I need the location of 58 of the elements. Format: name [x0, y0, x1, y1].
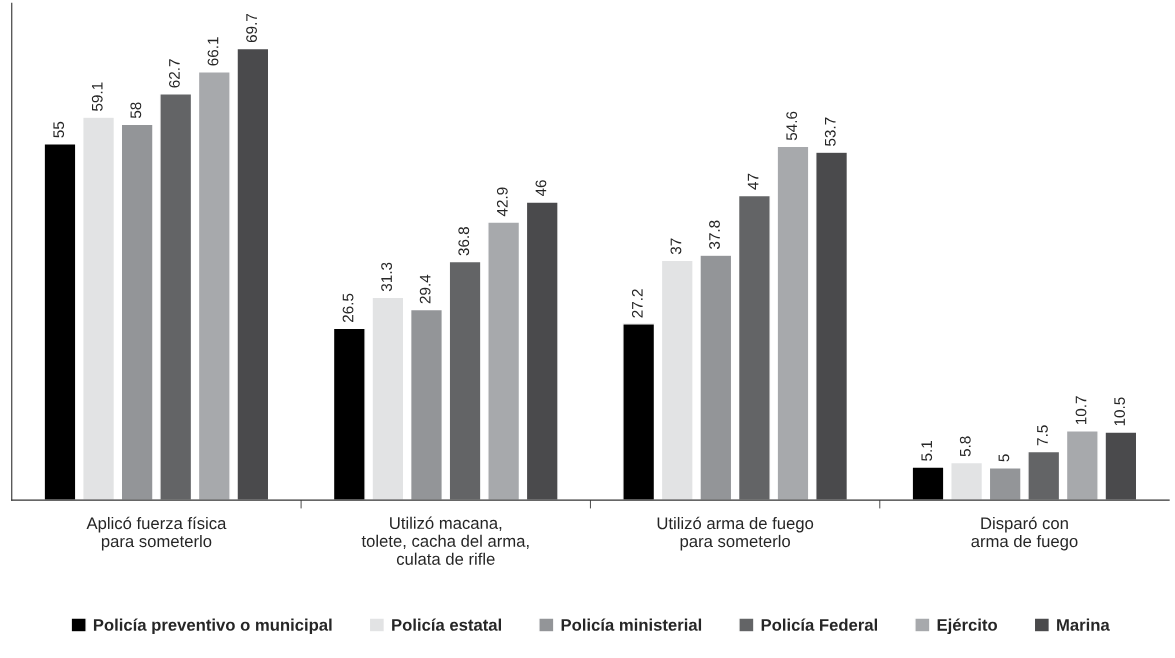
data-label: 53.7: [824, 117, 836, 146]
data-label: 31.3: [381, 262, 392, 292]
x-tick-label: Disparó con arma de fuego: [971, 516, 1078, 551]
bar: [82, 116, 116, 501]
legend-label: Marina: [1057, 618, 1110, 631]
bar: [911, 466, 945, 501]
bar: [622, 323, 656, 501]
bar: [332, 327, 366, 501]
bar: [737, 194, 771, 501]
bar: [120, 123, 154, 501]
data-label: 37.8: [709, 220, 720, 250]
legend-label: Policía preventivo o municipal: [93, 618, 332, 635]
data-label: 42.9: [496, 187, 508, 217]
bar: [1104, 431, 1138, 501]
bar: [197, 71, 231, 501]
data-label: 59.1: [91, 82, 103, 111]
data-label: 27.2: [631, 289, 643, 318]
data-label: 5: [998, 454, 1010, 462]
data-label: 66.1: [207, 37, 219, 66]
data-label: 5.8: [959, 436, 971, 457]
data-label: 10.5: [1114, 397, 1125, 426]
data-label: 55: [53, 121, 65, 138]
data-label: 46: [535, 180, 547, 197]
data-label: 54.6: [786, 111, 798, 141]
legend-label: Policía estatal: [392, 618, 502, 631]
x-tick-label: Utilizó macana, tolete, cacha del arma, culata de rifle: [361, 516, 529, 565]
bar: [699, 254, 733, 501]
legend-label: Policía ministerial: [561, 618, 702, 631]
bar: [487, 221, 521, 501]
bar: [1065, 430, 1099, 501]
data-label: 36.8: [458, 227, 470, 256]
bar: [448, 260, 482, 501]
data-label: 58: [130, 102, 142, 119]
bar: [43, 143, 77, 501]
data-label: 69.7: [246, 13, 257, 43]
bar: [988, 466, 1022, 501]
data-label: 10.7: [1075, 396, 1087, 425]
bar: [660, 259, 694, 501]
legend-label: Policía Federal: [761, 618, 878, 631]
bar: [159, 93, 193, 501]
x-tick-label: Aplicó fuerza física para someterlo: [86, 516, 227, 551]
data-label: 37: [670, 238, 682, 255]
bar: [1027, 450, 1061, 501]
bar: [525, 201, 559, 501]
bar: [815, 151, 849, 501]
bar: [409, 308, 443, 501]
data-label: 62.7: [168, 59, 180, 88]
data-label: 26.5: [342, 293, 354, 323]
bar: [776, 145, 810, 501]
data-label: 29.4: [419, 274, 431, 304]
bar: [950, 461, 984, 501]
data-label: 5.1: [921, 440, 933, 461]
x-tick-label: Utilizó arma de fuego para someterlo: [657, 516, 814, 551]
data-label: 7.5: [1037, 425, 1048, 446]
bar: [236, 47, 270, 501]
data-label: 47: [747, 173, 759, 190]
legend-label: Ejército: [937, 618, 998, 635]
bar: [371, 296, 405, 501]
